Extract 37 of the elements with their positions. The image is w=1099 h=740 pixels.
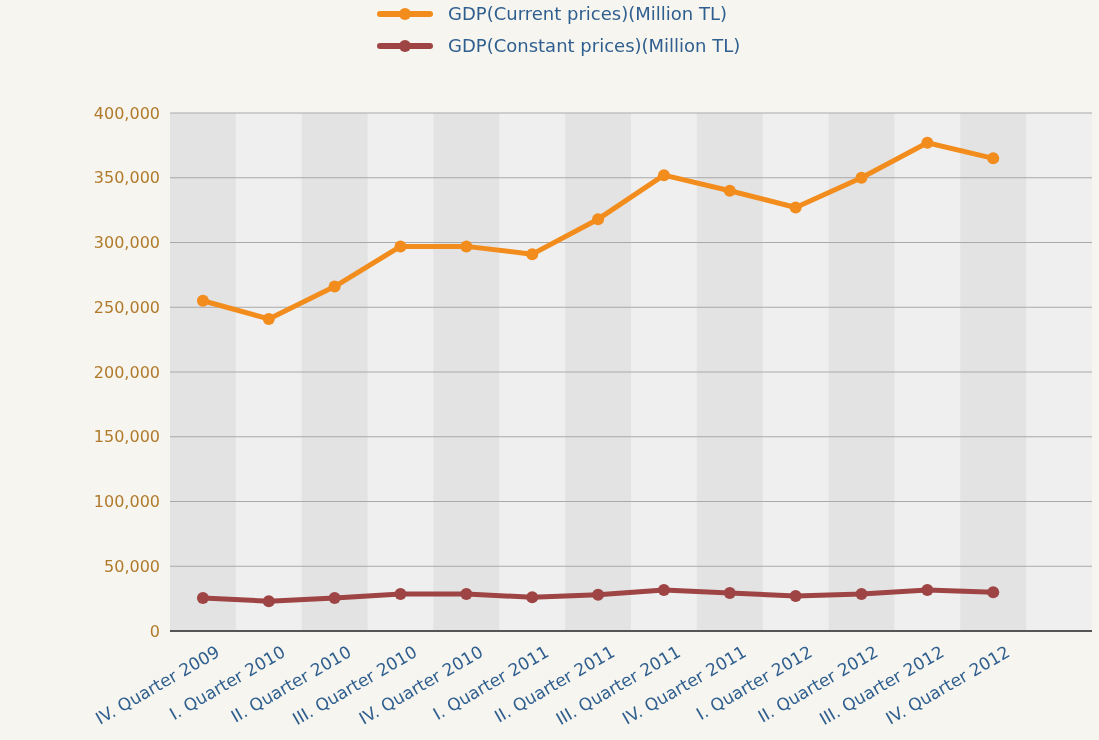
point [592,588,605,601]
y-tick-label: 50,000 [104,556,160,576]
point [855,587,868,600]
point [789,590,802,603]
point [196,294,209,307]
point [723,184,736,197]
point [921,136,934,149]
point [460,587,473,600]
point [394,587,407,600]
point [526,591,539,604]
point [196,591,209,604]
point [394,240,407,253]
y-tick-label: 350,000 [93,168,160,188]
y-tick-label: 0 [149,621,160,641]
legend-label: GDP(Current prices)(Million TL) [448,3,727,25]
point [592,213,605,226]
point [789,201,802,214]
point [657,169,670,182]
point [987,152,1000,165]
point [657,583,670,596]
point [723,586,736,599]
y-tick-label: 200,000 [93,362,160,382]
point [328,280,341,293]
point [987,586,1000,599]
point [526,248,539,261]
legend-label: GDP(Constant prices)(Million TL) [448,35,741,57]
point [855,171,868,184]
point [328,591,341,604]
y-tick-label: 150,000 [93,427,160,447]
y-tick-label: 100,000 [93,492,160,512]
y-tick-label: 250,000 [93,297,160,317]
y-tick-label: 400,000 [93,103,160,123]
point [262,595,275,608]
y-tick-label: 300,000 [93,233,160,253]
point [460,240,473,253]
point [921,583,934,596]
point [262,312,275,325]
